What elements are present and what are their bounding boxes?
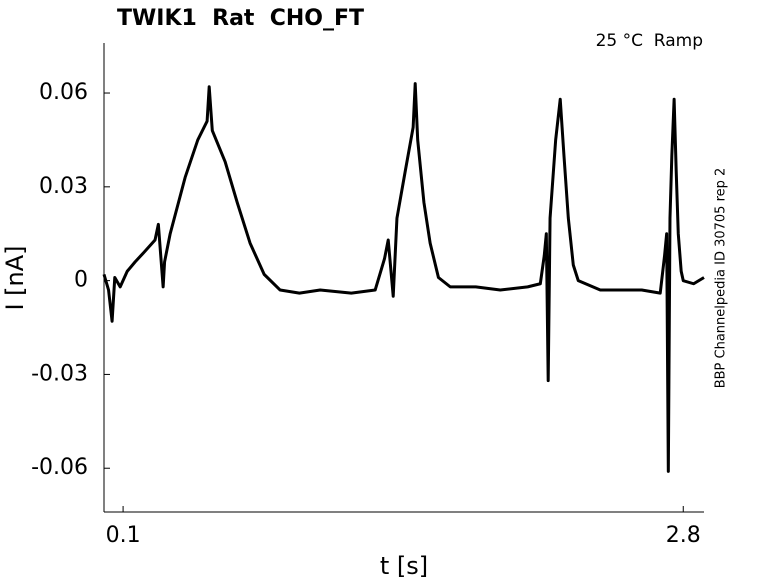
y-tick-label: 0 (74, 268, 88, 293)
y-axis-label: I [nA] (1, 245, 29, 310)
side-label: BBP Channelpedia ID 30705 rep 2 (714, 168, 729, 389)
x-axis-label: t [s] (380, 552, 428, 580)
y-tick-label: -0.06 (31, 455, 88, 480)
chart-title: TWIK1 Rat CHO_FT (117, 6, 364, 31)
x-tick-label: 2.8 (666, 523, 701, 548)
y-tick-label: 0.06 (39, 80, 88, 105)
y-tick-label: 0.03 (39, 174, 88, 199)
annotation: 25 °C Ramp (596, 31, 703, 51)
trace (102, 82, 705, 473)
x-tick-label: 0.1 (106, 523, 141, 548)
y-tick-label: -0.03 (31, 361, 88, 386)
